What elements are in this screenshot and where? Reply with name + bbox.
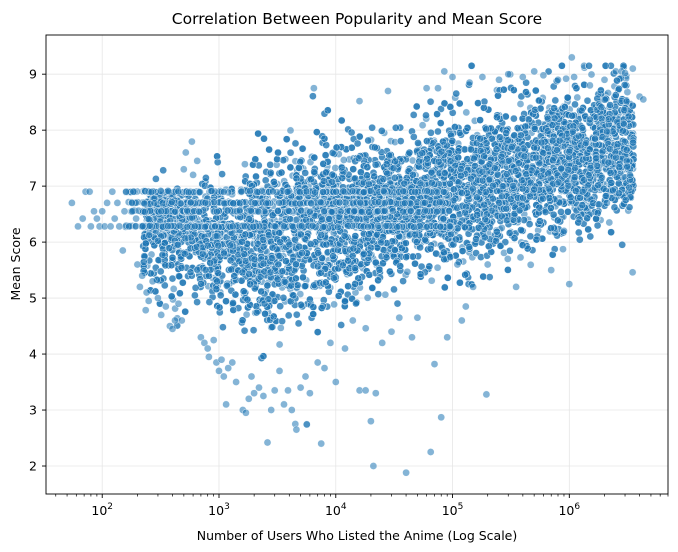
data-point xyxy=(623,88,632,96)
data-point xyxy=(427,276,436,285)
data-point xyxy=(331,164,340,172)
data-point xyxy=(462,108,471,117)
points-layer xyxy=(68,53,648,477)
data-point xyxy=(188,137,196,146)
data-point xyxy=(241,160,249,169)
data-point xyxy=(587,70,596,79)
data-point xyxy=(418,121,427,130)
data-point xyxy=(403,267,412,276)
data-point xyxy=(355,97,364,105)
data-point xyxy=(361,324,370,333)
data-point xyxy=(628,268,637,277)
chart-title: Correlation Between Popularity and Mean … xyxy=(172,10,542,28)
data-point xyxy=(559,245,567,254)
data-point xyxy=(330,300,338,309)
data-point xyxy=(339,156,348,164)
data-point xyxy=(526,260,535,269)
data-point xyxy=(286,126,295,135)
data-point xyxy=(276,324,285,332)
data-point xyxy=(141,306,150,315)
data-point xyxy=(562,74,570,83)
data-point xyxy=(363,293,372,302)
data-point xyxy=(275,340,284,349)
grid xyxy=(46,35,668,494)
data-point xyxy=(408,156,417,165)
data-point xyxy=(573,93,582,102)
data-point xyxy=(433,263,442,272)
data-point xyxy=(516,253,525,262)
data-point xyxy=(516,100,525,108)
data-point xyxy=(169,285,178,293)
data-point xyxy=(503,255,512,263)
data-point xyxy=(381,290,390,299)
